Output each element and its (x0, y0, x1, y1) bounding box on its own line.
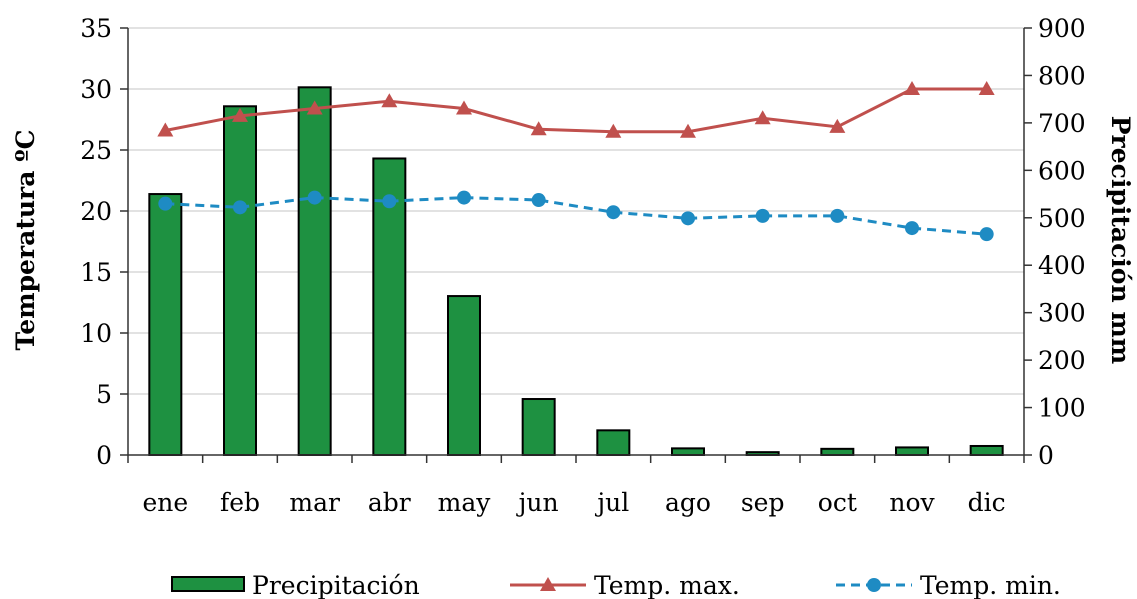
marker-temp-min-dic (979, 227, 994, 242)
x-tick-label-may: may (438, 488, 492, 517)
marker-temp-min-mar (307, 190, 322, 205)
x-tick-label-jul: jul (594, 488, 629, 517)
y-left-axis-title: Temperatura ºC (11, 129, 40, 350)
marker-temp-min-feb (233, 200, 247, 215)
bar-oct (820, 447, 855, 456)
axes (120, 27, 1032, 463)
x-tick-label-mar: mar (289, 488, 340, 517)
marker-temp-min-jul (606, 205, 621, 220)
marker-temp-min-may (457, 190, 471, 205)
legend-item-temp-min: Temp. min. (836, 571, 1061, 599)
x-tick-label-abr: abr (368, 488, 411, 517)
legend-label-precipitation: Precipitación (252, 571, 420, 599)
tick-label-left: 0 (96, 441, 112, 470)
legend-label-temp-max: Temp. max. (594, 571, 740, 599)
marker-temp-min-sep (755, 208, 770, 223)
legend-item-precipitation: Precipitación (171, 571, 420, 599)
legend-swatch-precipitation (171, 576, 245, 592)
tick-label-right: 700 (1038, 109, 1086, 138)
marker-temp-max-abr (381, 93, 398, 108)
marker-temp-max-oct (829, 118, 846, 133)
marker-temp-min-oct (830, 208, 845, 223)
tick-label-right: 200 (1038, 346, 1086, 375)
legend-item-temp-max: Temp. max. (510, 571, 740, 599)
bar-jun (521, 398, 556, 457)
legend-label-temp-min: Temp. min. (920, 571, 1061, 599)
tick-label-left: 20 (80, 197, 112, 226)
legend: Precipitación Temp. max. Temp. min. (171, 571, 1061, 599)
legend-marker-temp-min (867, 578, 881, 592)
tick-label-right: 400 (1038, 251, 1086, 280)
tick-label-right: 100 (1038, 394, 1086, 423)
marker-temp-min-ene (158, 196, 173, 211)
temperature-lines (157, 81, 995, 242)
bar-mar (297, 86, 332, 457)
x-tick-label-oct: oct (818, 488, 857, 517)
x-tick-label-jun: jun (516, 488, 559, 517)
marker-temp-max-nov (904, 81, 920, 95)
tick-labels: 0 5 10 15 20 25 30 35 0 100 200 300 400 500 600 700 800 9… (80, 14, 1086, 517)
x-tick-label-ene: ene (142, 488, 188, 517)
tick-label-left: 25 (80, 136, 112, 165)
tick-label-left: 15 (80, 258, 112, 287)
tick-label-left: 5 (96, 380, 112, 409)
marker-temp-min-abr (382, 194, 397, 209)
x-tick-label-sep: sep (741, 488, 785, 517)
marker-temp-max-may (456, 100, 472, 115)
x-tick-label-nov: nov (889, 488, 935, 517)
marker-temp-max-jul (605, 123, 622, 138)
gridlines (128, 27, 1024, 395)
bar-feb (223, 105, 257, 457)
marker-temp-max-sep (754, 110, 771, 125)
x-tick-label-ago: ago (665, 488, 711, 517)
tick-label-left: 30 (80, 75, 112, 104)
bar-nov (895, 446, 929, 456)
bar-ene (148, 193, 183, 457)
marker-temp-max-ene (157, 122, 174, 137)
tick-label-right: 900 (1038, 14, 1086, 43)
marker-temp-max-ago (680, 123, 696, 138)
tick-label-left: 10 (80, 319, 112, 348)
bar-jul (596, 429, 631, 456)
bar-ago (671, 447, 705, 457)
marker-temp-max-mar (306, 100, 323, 115)
tick-label-right: 600 (1038, 156, 1086, 185)
legend-marker-temp-max (540, 577, 556, 591)
tick-label-left: 35 (80, 14, 112, 43)
marker-temp-min-ago (681, 211, 695, 226)
precipitation-bars (148, 86, 1004, 457)
tick-label-right: 300 (1038, 299, 1086, 328)
tick-label-right: 800 (1038, 61, 1086, 90)
bar-dic (969, 444, 1004, 457)
line-temp-min (165, 196, 987, 236)
x-tick-label-dic: dic (968, 488, 1006, 517)
marker-temp-min-jun (531, 193, 546, 208)
marker-temp-min-nov (905, 221, 919, 236)
x-tick-label-feb: feb (220, 488, 260, 517)
line-temp-max (165, 87, 987, 134)
marker-temp-max-jun (530, 121, 547, 136)
tick-label-right: 500 (1038, 204, 1086, 233)
y-right-axis-title: Precipitación mm (1106, 116, 1135, 365)
marker-temp-max-dic (978, 81, 995, 95)
bar-may (447, 295, 481, 456)
tick-label-right: 0 (1038, 441, 1054, 470)
marker-temp-max-feb (232, 107, 248, 122)
